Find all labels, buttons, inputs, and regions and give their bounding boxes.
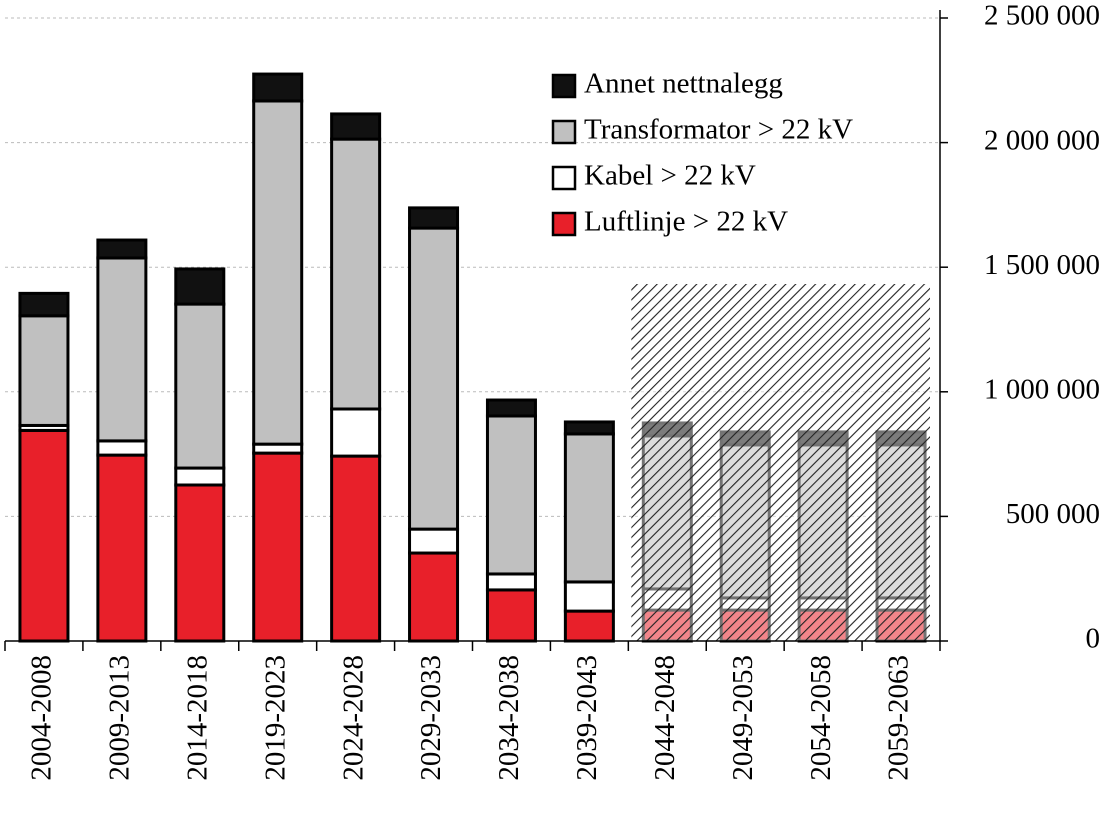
bar-segment (18, 428, 70, 643)
bar-segment (408, 226, 460, 531)
bar-segment (18, 314, 70, 427)
bar-segment (563, 432, 615, 584)
bar-segment (485, 398, 537, 418)
x-tick-label: 2004-2008 (26, 655, 58, 781)
bar-segment (174, 267, 226, 306)
legend-label: Transformator > 22 kV (584, 114, 853, 146)
bar-segment (330, 137, 382, 411)
bar-segment (252, 99, 304, 446)
x-tick-label: 2039-2043 (571, 655, 603, 781)
legend-label: Annet nettnalegg (584, 68, 783, 100)
y-tick-label: 2 000 000 (984, 124, 1100, 156)
bar-segment (408, 527, 460, 555)
legend-label: Luftlinje > 22 kV (584, 206, 788, 238)
x-tick-label: 2019-2023 (259, 655, 291, 781)
legend-swatch (551, 119, 577, 145)
y-tick-label: 0 (1086, 623, 1101, 655)
bar-segment (330, 454, 382, 643)
bar-segment (408, 551, 460, 643)
bar-segment (252, 451, 304, 643)
x-tick-label: 2059-2063 (883, 655, 915, 781)
bar-segment (485, 588, 537, 643)
x-tick-label: 2034-2038 (493, 655, 525, 781)
x-tick-label: 2054-2058 (805, 655, 837, 781)
bar-segment (18, 291, 70, 318)
bar-segment (485, 572, 537, 592)
projection-hatch (631, 284, 930, 641)
legend-label: Kabel > 22 kV (584, 160, 756, 192)
x-tick-label: 2029-2033 (415, 655, 447, 781)
x-tick-label: 2049-2053 (727, 655, 759, 781)
bar-segment (563, 609, 615, 643)
y-tick-label: 2 500 000 (984, 0, 1100, 32)
bar-segment (96, 439, 148, 457)
y-tick-label: 1 500 000 (984, 249, 1100, 281)
bar-segment (330, 112, 382, 141)
bar-segment (96, 453, 148, 643)
bar-segment (330, 407, 382, 458)
bar-segment (408, 206, 460, 230)
x-tick-label: 2014-2018 (181, 655, 213, 781)
bar-segment (174, 483, 226, 643)
bar-segment (174, 466, 226, 487)
y-tick-label: 1 000 000 (984, 373, 1100, 405)
legend-swatch (551, 165, 577, 191)
x-tick-label: 2024-2028 (337, 655, 369, 781)
bar-segment (252, 72, 304, 103)
bar-segment (485, 414, 537, 576)
bar-segment (96, 238, 148, 260)
bar-segment (563, 420, 615, 436)
x-tick-label: 2009-2013 (104, 655, 136, 781)
bar-segment (563, 580, 615, 613)
legend-swatch (551, 211, 577, 237)
legend-swatch (551, 73, 577, 99)
y-tick-label: 500 000 (1006, 498, 1100, 530)
bar-segment (96, 256, 148, 443)
x-tick-label: 2044-2048 (649, 655, 681, 781)
bar-segment (174, 302, 226, 470)
